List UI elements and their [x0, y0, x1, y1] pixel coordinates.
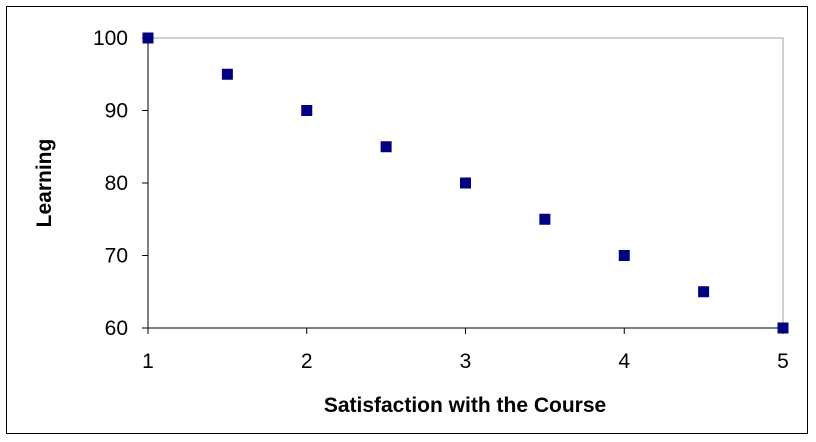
x-axis-title: Satisfaction with the Course [324, 394, 606, 417]
y-axis-title: Learning [33, 139, 56, 228]
data-point-marker [380, 141, 392, 153]
x-tick-label: 5 [777, 350, 789, 373]
y-tick-label: 90 [105, 100, 128, 123]
data-point-marker [460, 177, 471, 189]
data-point-marker [618, 250, 630, 261]
data-points [142, 32, 789, 334]
data-point-marker [142, 32, 154, 44]
x-axis-ticks: 1 2 3 4 5 [142, 328, 789, 373]
x-tick-label: 2 [301, 350, 313, 373]
data-point-marker [301, 105, 313, 116]
y-tick-label: 100 [93, 27, 128, 50]
y-tick-label: 60 [105, 317, 128, 340]
y-tick-label: 80 [105, 172, 128, 195]
x-tick-label: 4 [618, 350, 630, 373]
data-point-marker [221, 68, 233, 80]
x-tick-label: 3 [460, 350, 472, 373]
y-axis-ticks: 60 70 80 90 100 [93, 27, 148, 340]
data-point-marker [539, 213, 551, 225]
data-point-marker [698, 286, 710, 298]
y-tick-label: 70 [105, 245, 128, 268]
data-point-marker [777, 322, 789, 334]
x-tick-label: 1 [142, 350, 154, 373]
